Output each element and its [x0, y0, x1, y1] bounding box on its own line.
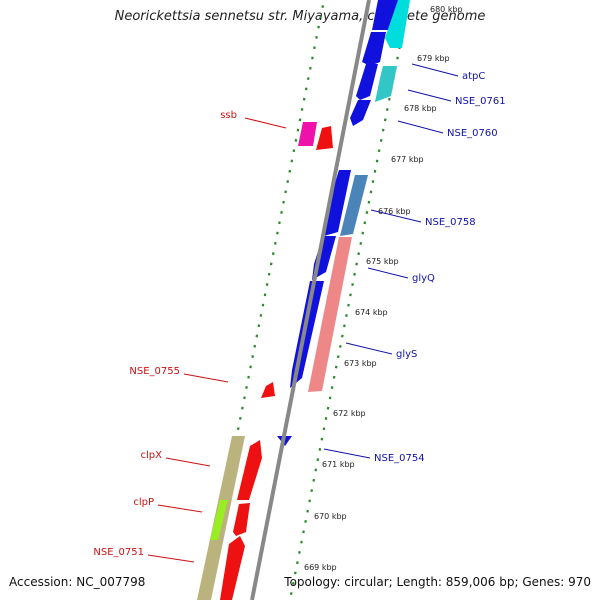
kbp-tick-label: 672 kbp	[333, 409, 366, 418]
gene-block[interactable]	[356, 64, 378, 100]
gene-block[interactable]	[210, 500, 228, 540]
reverse-gene-label[interactable]: NSE_0760	[447, 128, 498, 139]
kbp-tick-label: 670 kbp	[314, 512, 347, 521]
kbp-tick-labels: 680 kbp 679 kbp 678 kbp 677 kbp 676 kbp 675 k…	[304, 5, 463, 572]
reverse-gene-label[interactable]: atpC	[462, 71, 485, 82]
reverse-gene-label[interactable]: NSE_0758	[425, 217, 476, 228]
genome-backbone	[250, 0, 371, 600]
forward-gene-label[interactable]: NSE_0751	[93, 547, 144, 558]
kbp-tick-label: 674 kbp	[355, 308, 388, 317]
forward-leader-line	[147, 554, 195, 563]
forward-strand-genes	[197, 122, 333, 600]
gene-block[interactable]	[298, 122, 317, 146]
reverse-gene-label[interactable]: NSE_0761	[455, 96, 506, 107]
reverse-leader-line	[397, 120, 444, 134]
gene-block[interactable]	[233, 503, 250, 536]
reverse-gene-label[interactable]: glyS	[396, 349, 417, 360]
forward-gene-label[interactable]: clpX	[141, 450, 163, 461]
kbp-tick-label: 673 kbp	[344, 359, 377, 368]
forward-gene-label[interactable]: NSE_0755	[129, 366, 180, 377]
gene-labels: ssb NSE_0755 clpX clpP NSE_0751 atpC NSE_0761 N…	[93, 63, 506, 563]
gene-block[interactable]	[385, 0, 410, 48]
reverse-leader-line	[407, 89, 452, 102]
gene-block[interactable]	[350, 100, 371, 126]
kbp-tick-label: 680 kbp	[430, 5, 463, 14]
gene-block[interactable]	[375, 66, 397, 102]
gene-block[interactable]	[237, 440, 262, 500]
topology-label: Topology: circular; Length: 859,006 bp; …	[284, 575, 591, 589]
forward-gene-label[interactable]: ssb	[220, 110, 237, 121]
kbp-tick-label: 676 kbp	[378, 207, 411, 216]
forward-leader-line	[183, 373, 229, 383]
gene-block[interactable]	[220, 536, 245, 600]
gene-block[interactable]	[261, 382, 275, 398]
gene-block[interactable]	[362, 32, 386, 66]
forward-leader-line	[165, 457, 211, 467]
forward-leader-line	[157, 504, 203, 513]
kbp-tick-label: 669 kbp	[304, 563, 337, 572]
gene-block[interactable]	[308, 237, 352, 392]
kbp-tick-label: 678 kbp	[404, 104, 437, 113]
forward-leader-line	[244, 117, 287, 129]
reverse-gene-label[interactable]: NSE_0754	[374, 453, 425, 464]
reverse-leader-line	[411, 63, 459, 77]
kbp-tick-label: 671 kbp	[322, 460, 355, 469]
gene-block[interactable]	[324, 170, 351, 236]
kbp-tick-label: 675 kbp	[366, 257, 399, 266]
kbp-tick-label: 679 kbp	[417, 54, 450, 63]
gene-block[interactable]	[340, 175, 368, 236]
reverse-leader-line	[345, 342, 393, 355]
reverse-leader-line	[370, 209, 422, 223]
accession-label: Accession: NC_007798	[9, 575, 146, 589]
gene-block[interactable]	[316, 126, 333, 150]
reverse-gene-label[interactable]: glyQ	[412, 273, 435, 284]
reverse-leader-line	[323, 448, 371, 459]
forward-gene-label[interactable]: clpP	[133, 497, 154, 508]
kbp-tick-label: 677 kbp	[391, 155, 424, 164]
reverse-leader-line	[367, 267, 409, 279]
